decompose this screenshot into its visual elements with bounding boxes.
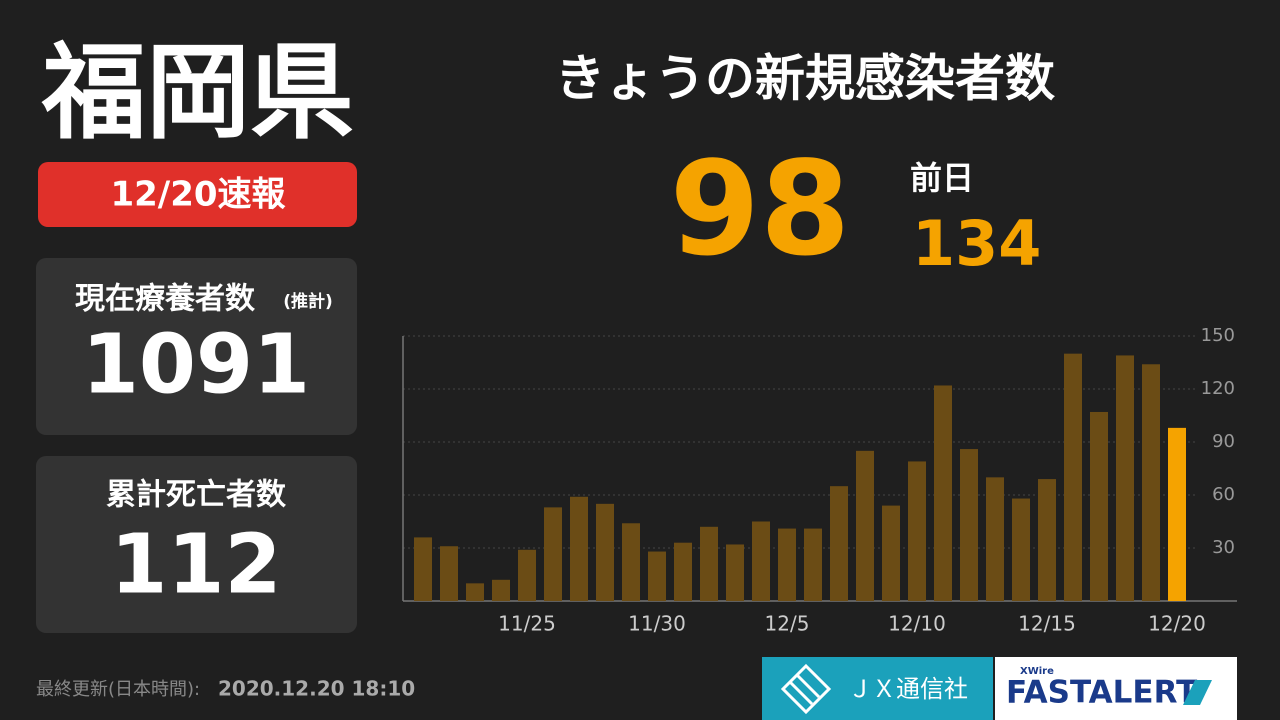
bar [882,505,900,601]
y-tick-label: 60 [1212,484,1235,505]
bar [492,579,510,601]
fastalert-logo: FASTALERT [1006,675,1197,711]
bar [1116,355,1134,601]
bar [622,523,640,601]
active-panel [36,258,357,435]
active-note: (推計) [283,291,333,312]
bar [544,507,562,601]
bar [1064,353,1082,601]
bar [960,449,978,601]
bar [986,477,1004,601]
deaths-label: 累計死亡者数 [106,478,287,513]
fastalert-icon [1183,680,1212,705]
previous-count: 134 [912,207,1041,280]
deaths-panel [36,456,357,633]
bar [752,521,770,601]
bar [466,583,484,601]
date-badge: 12/20速報 [110,175,285,215]
bar [518,549,536,601]
today-count: 98 [670,133,851,285]
bar [596,503,614,601]
bar [908,461,926,601]
bar [804,528,822,601]
bar [700,526,718,601]
bar [1012,498,1030,601]
y-tick-label: 30 [1212,537,1235,558]
y-tick-label: 150 [1201,325,1235,346]
updated-value: 2020.12.20 18:10 [218,677,415,701]
bar [778,528,796,601]
bar [934,385,952,601]
bar [414,537,432,601]
bar [856,450,874,601]
bar [570,496,588,601]
bar-chart: 30 60 90 120 150 11/25 11/30 12/5 12/10 12/15 12/2… [402,325,1237,636]
bar [648,551,666,601]
bar [1090,411,1108,601]
bar [674,542,692,601]
jx-icon [780,663,832,715]
jx-logo-bg [762,657,993,720]
y-tick-label: 90 [1212,431,1235,452]
bar [1038,479,1056,601]
prefecture: 福岡県 [41,31,354,153]
y-tick-label: 120 [1201,378,1235,399]
previous-label: 前日 [910,159,974,197]
date-badge-bg [38,162,357,227]
bar [440,546,458,601]
updated-label: 最終更新(日本時間): [36,679,200,700]
x-tick-label: 11/25 [498,612,556,636]
active-label: 現在療養者数 [75,282,256,317]
headline: きょうの新規感染者数 [555,50,1055,108]
bar [1142,364,1160,601]
xwire-logo: XWire [1020,666,1054,677]
x-tick-label: 12/5 [765,612,810,636]
x-tick-label: 12/10 [888,612,946,636]
jx-logo: ＪＸ通信社 [848,675,968,703]
x-tick-label: 12/20 [1148,612,1206,636]
deaths-count: 112 [110,517,281,612]
bar [1168,427,1186,601]
active-count: 1091 [82,317,310,412]
bar [830,486,848,601]
bar [726,544,744,601]
x-tick-label: 11/30 [628,612,686,636]
x-tick-label: 12/15 [1018,612,1076,636]
